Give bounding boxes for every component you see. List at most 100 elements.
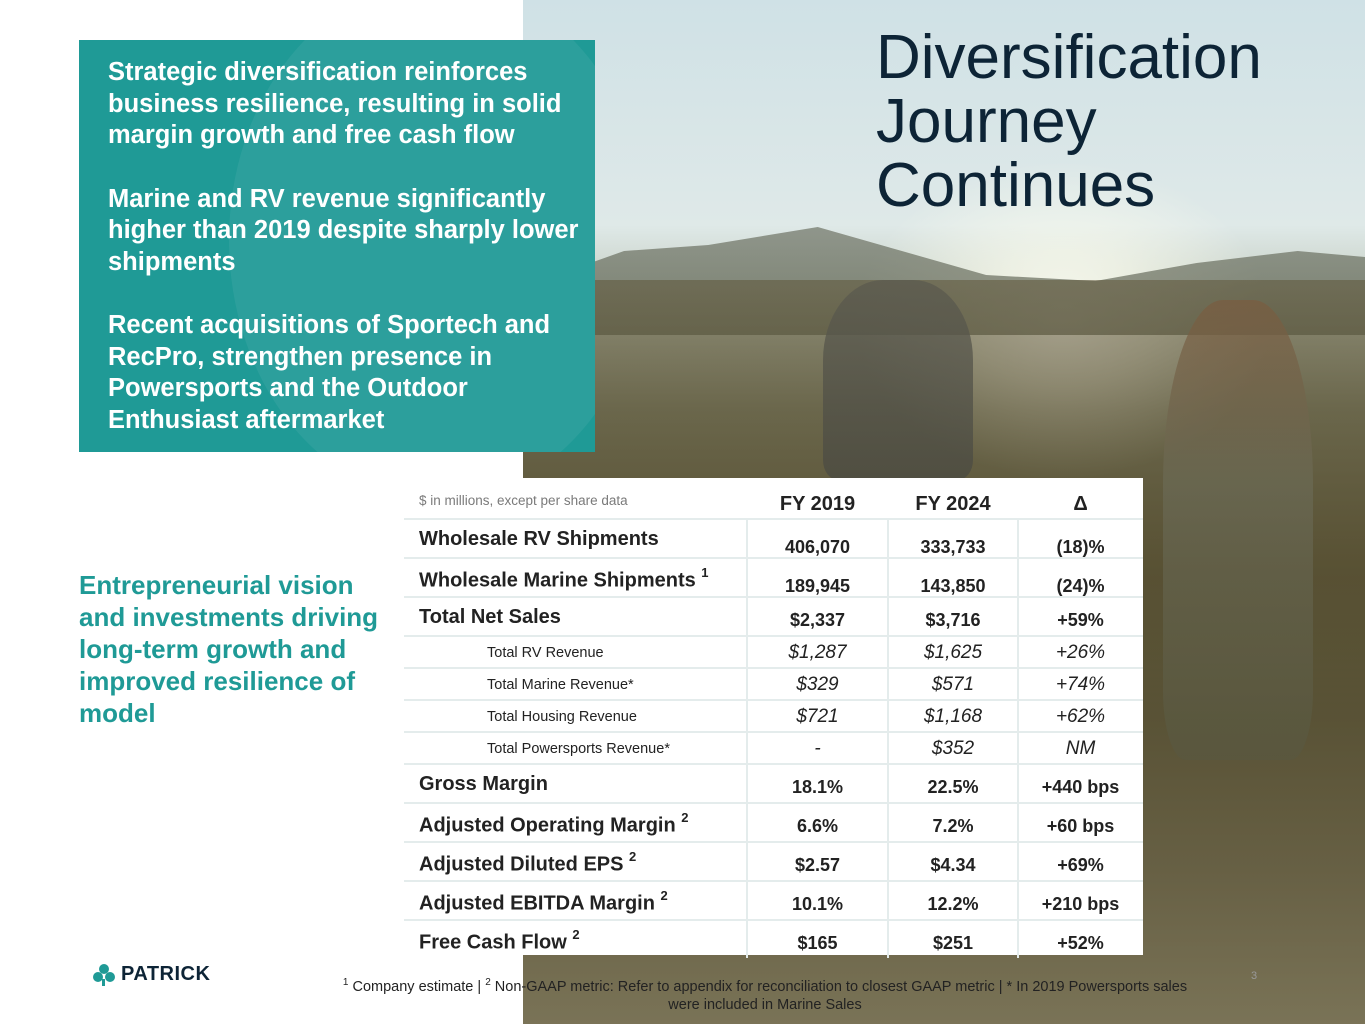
row-label: Adjusted EBITDA Margin 2 — [419, 888, 668, 916]
footnote: 1 Company estimate | 2 Non-GAAP metric: … — [330, 974, 1200, 1014]
clover-icon — [93, 963, 115, 986]
row-label-text: Adjusted EBITDA Margin — [419, 892, 655, 915]
cell-fy2019: $165 — [797, 933, 838, 953]
footnote-ref: 2 — [660, 888, 668, 903]
cell-delta: +210 bps — [1041, 894, 1120, 914]
column-divider — [887, 559, 889, 596]
cell-fy2024: $352 — [931, 738, 975, 759]
callout-point-2: Marine and RV revenue significantly high… — [108, 184, 579, 276]
highlights-callout: Strategic diversification reinforces bus… — [79, 40, 595, 452]
title-line-2: Journey — [876, 87, 1097, 156]
footnote-ref: 2 — [572, 927, 580, 942]
column-divider — [887, 520, 889, 557]
cell-fy2019: 189,945 — [784, 576, 851, 596]
table-row: Wholesale Marine Shipments 1 189,945 143,8… — [404, 557, 1143, 596]
table-row: Adjusted Diluted EPS 2 $2.57 $4.34 +69% — [404, 841, 1143, 880]
row-label-text: Wholesale RV Shipments — [419, 528, 659, 550]
column-divider — [1017, 520, 1019, 557]
footnote-ref: 2 — [629, 849, 637, 864]
cell-fy2019: 18.1% — [791, 777, 844, 797]
column-divider — [1017, 765, 1019, 802]
column-divider — [887, 637, 889, 667]
page-number: 3 — [1251, 970, 1258, 982]
cell-delta: +74% — [1055, 674, 1106, 695]
column-header-fy2019: FY 2019 — [779, 493, 856, 515]
cell-delta: +69% — [1057, 855, 1104, 875]
row-label: Adjusted Operating Margin 2 — [419, 810, 689, 838]
column-divider — [746, 921, 748, 958]
row-label: Free Cash Flow 2 — [419, 927, 580, 955]
hiker-woman — [1163, 300, 1313, 760]
table-row: Free Cash Flow 2 $165 $251 +52% — [404, 919, 1143, 958]
cell-fy2024: 143,850 — [920, 576, 986, 596]
table-row: Total Net Sales $2,337 $3,716 +59% — [404, 596, 1143, 635]
cell-fy2024: $1,168 — [923, 706, 983, 727]
table-row: Wholesale RV Shipments 406,070 333,733 (18)… — [404, 518, 1143, 557]
row-label-text: Total RV Revenue — [487, 645, 604, 661]
column-divider — [1017, 882, 1019, 919]
column-divider — [887, 669, 889, 699]
column-divider — [1017, 843, 1019, 880]
column-divider — [1017, 804, 1019, 841]
row-label: Wholesale RV Shipments — [419, 528, 659, 551]
column-divider — [746, 669, 748, 699]
cell-fy2019: $2.57 — [794, 855, 841, 875]
units-note: $ in millions, except per share data — [419, 493, 628, 508]
row-label-text: Total Powersports Revenue* — [487, 741, 670, 757]
column-divider — [746, 520, 748, 557]
column-header-delta: Δ — [1073, 493, 1088, 515]
cell-delta: +26% — [1055, 642, 1106, 663]
column-divider — [746, 733, 748, 763]
cell-fy2019: $1,287 — [788, 642, 847, 663]
row-label-text: Adjusted Diluted EPS — [419, 853, 624, 876]
table-body: Wholesale RV Shipments 406,070 333,733 (18)… — [404, 518, 1143, 958]
cell-fy2024: $251 — [932, 933, 974, 953]
hiker-man — [823, 280, 973, 480]
column-divider — [887, 804, 889, 841]
table-header: $ in millions, except per share data FY … — [404, 478, 1143, 518]
column-divider — [746, 598, 748, 635]
cell-delta: +60 bps — [1046, 816, 1115, 836]
cell-delta: +52% — [1057, 933, 1104, 953]
table-row: Total Housing Revenue $721 $1,168 +62% — [404, 699, 1143, 731]
cell-fy2024: $4.34 — [930, 855, 976, 875]
table-row: Adjusted Operating Margin 2 6.6% 7.2% +60 b… — [404, 802, 1143, 841]
cell-fy2024: $1,625 — [923, 642, 983, 663]
row-label: Total Powersports Revenue* — [487, 741, 670, 757]
column-header-fy2024: FY 2024 — [915, 493, 991, 515]
cell-fy2024: 22.5% — [927, 777, 979, 797]
cell-delta: +62% — [1055, 706, 1106, 727]
cell-fy2024: $3,716 — [925, 610, 981, 630]
column-divider — [1017, 921, 1019, 958]
column-divider — [1017, 559, 1019, 596]
row-label: Total Net Sales — [419, 606, 561, 629]
table-row: Total Powersports Revenue* - $352 NM — [404, 731, 1143, 763]
footnote-text-2: Non-GAAP metric: Refer to appendix for r… — [490, 978, 1188, 1013]
callout-point-3: Recent acquisitions of Sportech and RecP… — [108, 311, 551, 434]
financial-table: $ in millions, except per share data FY … — [404, 478, 1143, 958]
row-label: Adjusted Diluted EPS 2 — [419, 849, 637, 877]
column-divider — [1017, 637, 1019, 667]
cell-fy2024: 333,733 — [920, 537, 986, 557]
column-divider — [746, 637, 748, 667]
cell-fy2024: 7.2% — [932, 816, 974, 836]
footnote-ref: 2 — [681, 810, 689, 825]
column-divider — [746, 559, 748, 596]
table-row: Total RV Revenue $1,287 $1,625 +26% — [404, 635, 1143, 667]
column-divider — [887, 733, 889, 763]
footnote-text-1: Company estimate | — [348, 978, 486, 995]
cell-fy2019: - — [814, 738, 821, 759]
row-label-text: Free Cash Flow — [419, 931, 567, 954]
cell-fy2019: 10.1% — [791, 894, 844, 914]
cell-fy2019: 6.6% — [796, 816, 839, 836]
title-line-3: Continues — [876, 151, 1156, 220]
cell-fy2024: $571 — [931, 674, 975, 695]
cell-delta: +59% — [1057, 610, 1104, 630]
row-label: Total RV Revenue — [487, 645, 604, 661]
row-label-text: Wholesale Marine Shipments — [419, 569, 696, 592]
logo-wordmark: PATRICK — [121, 963, 211, 985]
column-divider — [746, 701, 748, 731]
column-divider — [746, 804, 748, 841]
patrick-logo: PATRICK — [93, 963, 210, 986]
row-label: Total Marine Revenue* — [487, 677, 634, 693]
